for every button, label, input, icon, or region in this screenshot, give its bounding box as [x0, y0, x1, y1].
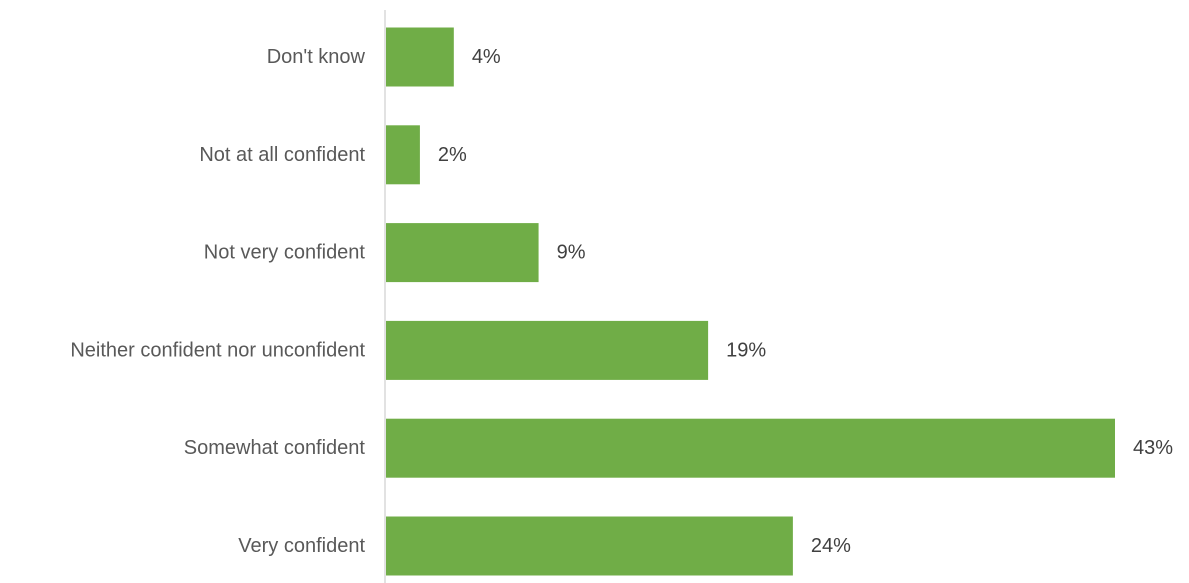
data-label: 43% — [1133, 437, 1173, 459]
bar — [386, 27, 454, 87]
value-label-group: 4% 2% 9% 19% 43% 24% — [438, 46, 1173, 557]
category-label: Neither confident nor unconfident — [70, 339, 365, 361]
category-label-group: Don't know Not at all confident Not very c… — [70, 46, 365, 557]
data-label: 4% — [472, 46, 501, 68]
bar — [386, 418, 1115, 478]
bar — [386, 516, 793, 576]
category-label: Not at all confident — [199, 144, 365, 166]
bar — [386, 125, 420, 185]
data-label: 9% — [557, 242, 586, 264]
category-label: Very confident — [238, 535, 365, 557]
category-label: Don't know — [267, 46, 366, 68]
category-label: Not very confident — [204, 242, 366, 264]
bar — [386, 320, 709, 380]
data-label: 2% — [438, 144, 467, 166]
category-label: Somewhat confident — [184, 437, 366, 459]
bar — [386, 223, 539, 283]
bar-group — [386, 27, 1115, 576]
data-label: 24% — [811, 535, 851, 557]
data-label: 19% — [726, 339, 766, 361]
